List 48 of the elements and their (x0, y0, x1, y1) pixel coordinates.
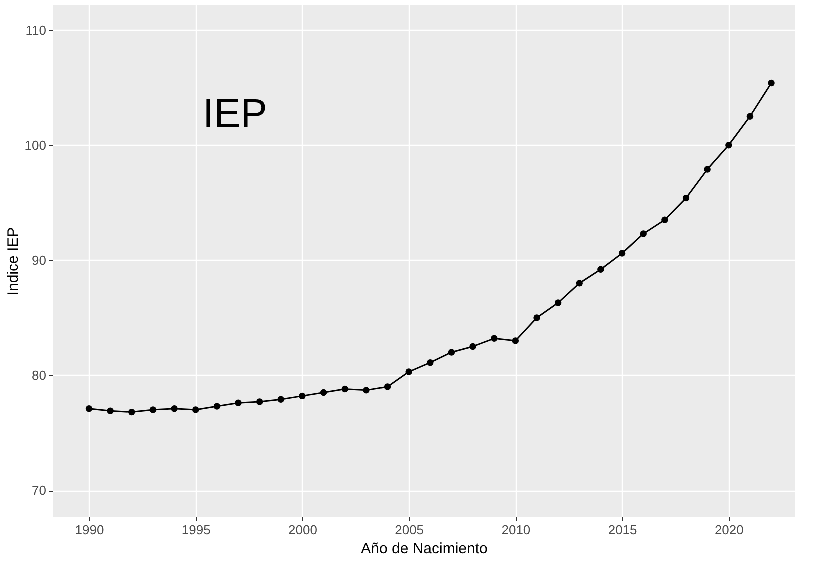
point (320, 389, 328, 396)
x-tick-label: 1995 (182, 522, 211, 538)
point (406, 368, 412, 376)
point (448, 349, 456, 356)
y-tick-label: 90 (32, 252, 46, 268)
y-tick-label: 80 (32, 368, 46, 383)
point (768, 80, 775, 87)
y-tick-label: 110 (26, 22, 46, 38)
point (256, 398, 264, 406)
point (107, 408, 114, 414)
x-tick-label: 1990 (75, 522, 104, 538)
point (576, 280, 584, 287)
point (342, 386, 348, 393)
point (192, 406, 200, 414)
point (214, 403, 221, 410)
x-tick-label: 2005 (395, 522, 424, 538)
point (470, 343, 476, 350)
point (278, 396, 284, 403)
y-tick-label: 100 (24, 138, 46, 153)
point (171, 406, 178, 412)
point (618, 250, 626, 257)
point (384, 384, 392, 390)
x-tick-label: 2020 (714, 522, 744, 538)
point (662, 216, 668, 224)
point (128, 408, 136, 416)
point (554, 300, 562, 306)
x-axis-title: Año de Nacimiento (361, 540, 488, 558)
annotation: IEP (203, 92, 268, 136)
point (640, 230, 647, 238)
x-tick-label: 2010 (502, 522, 531, 538)
point (299, 392, 306, 400)
point (598, 266, 604, 273)
point (235, 400, 242, 406)
x-tick-label: 2015 (608, 522, 638, 538)
point (491, 335, 498, 342)
point (726, 142, 732, 149)
y-axis-title: Indice IEP (4, 227, 22, 296)
point (363, 387, 370, 394)
point (427, 359, 434, 366)
point (746, 113, 754, 120)
point (512, 338, 520, 344)
y-tick-label: 70 (32, 483, 46, 498)
point (682, 194, 690, 202)
point (86, 406, 93, 412)
point (150, 406, 157, 414)
x-tick-label: 2000 (288, 522, 318, 538)
point (534, 314, 540, 322)
point (704, 166, 711, 173)
